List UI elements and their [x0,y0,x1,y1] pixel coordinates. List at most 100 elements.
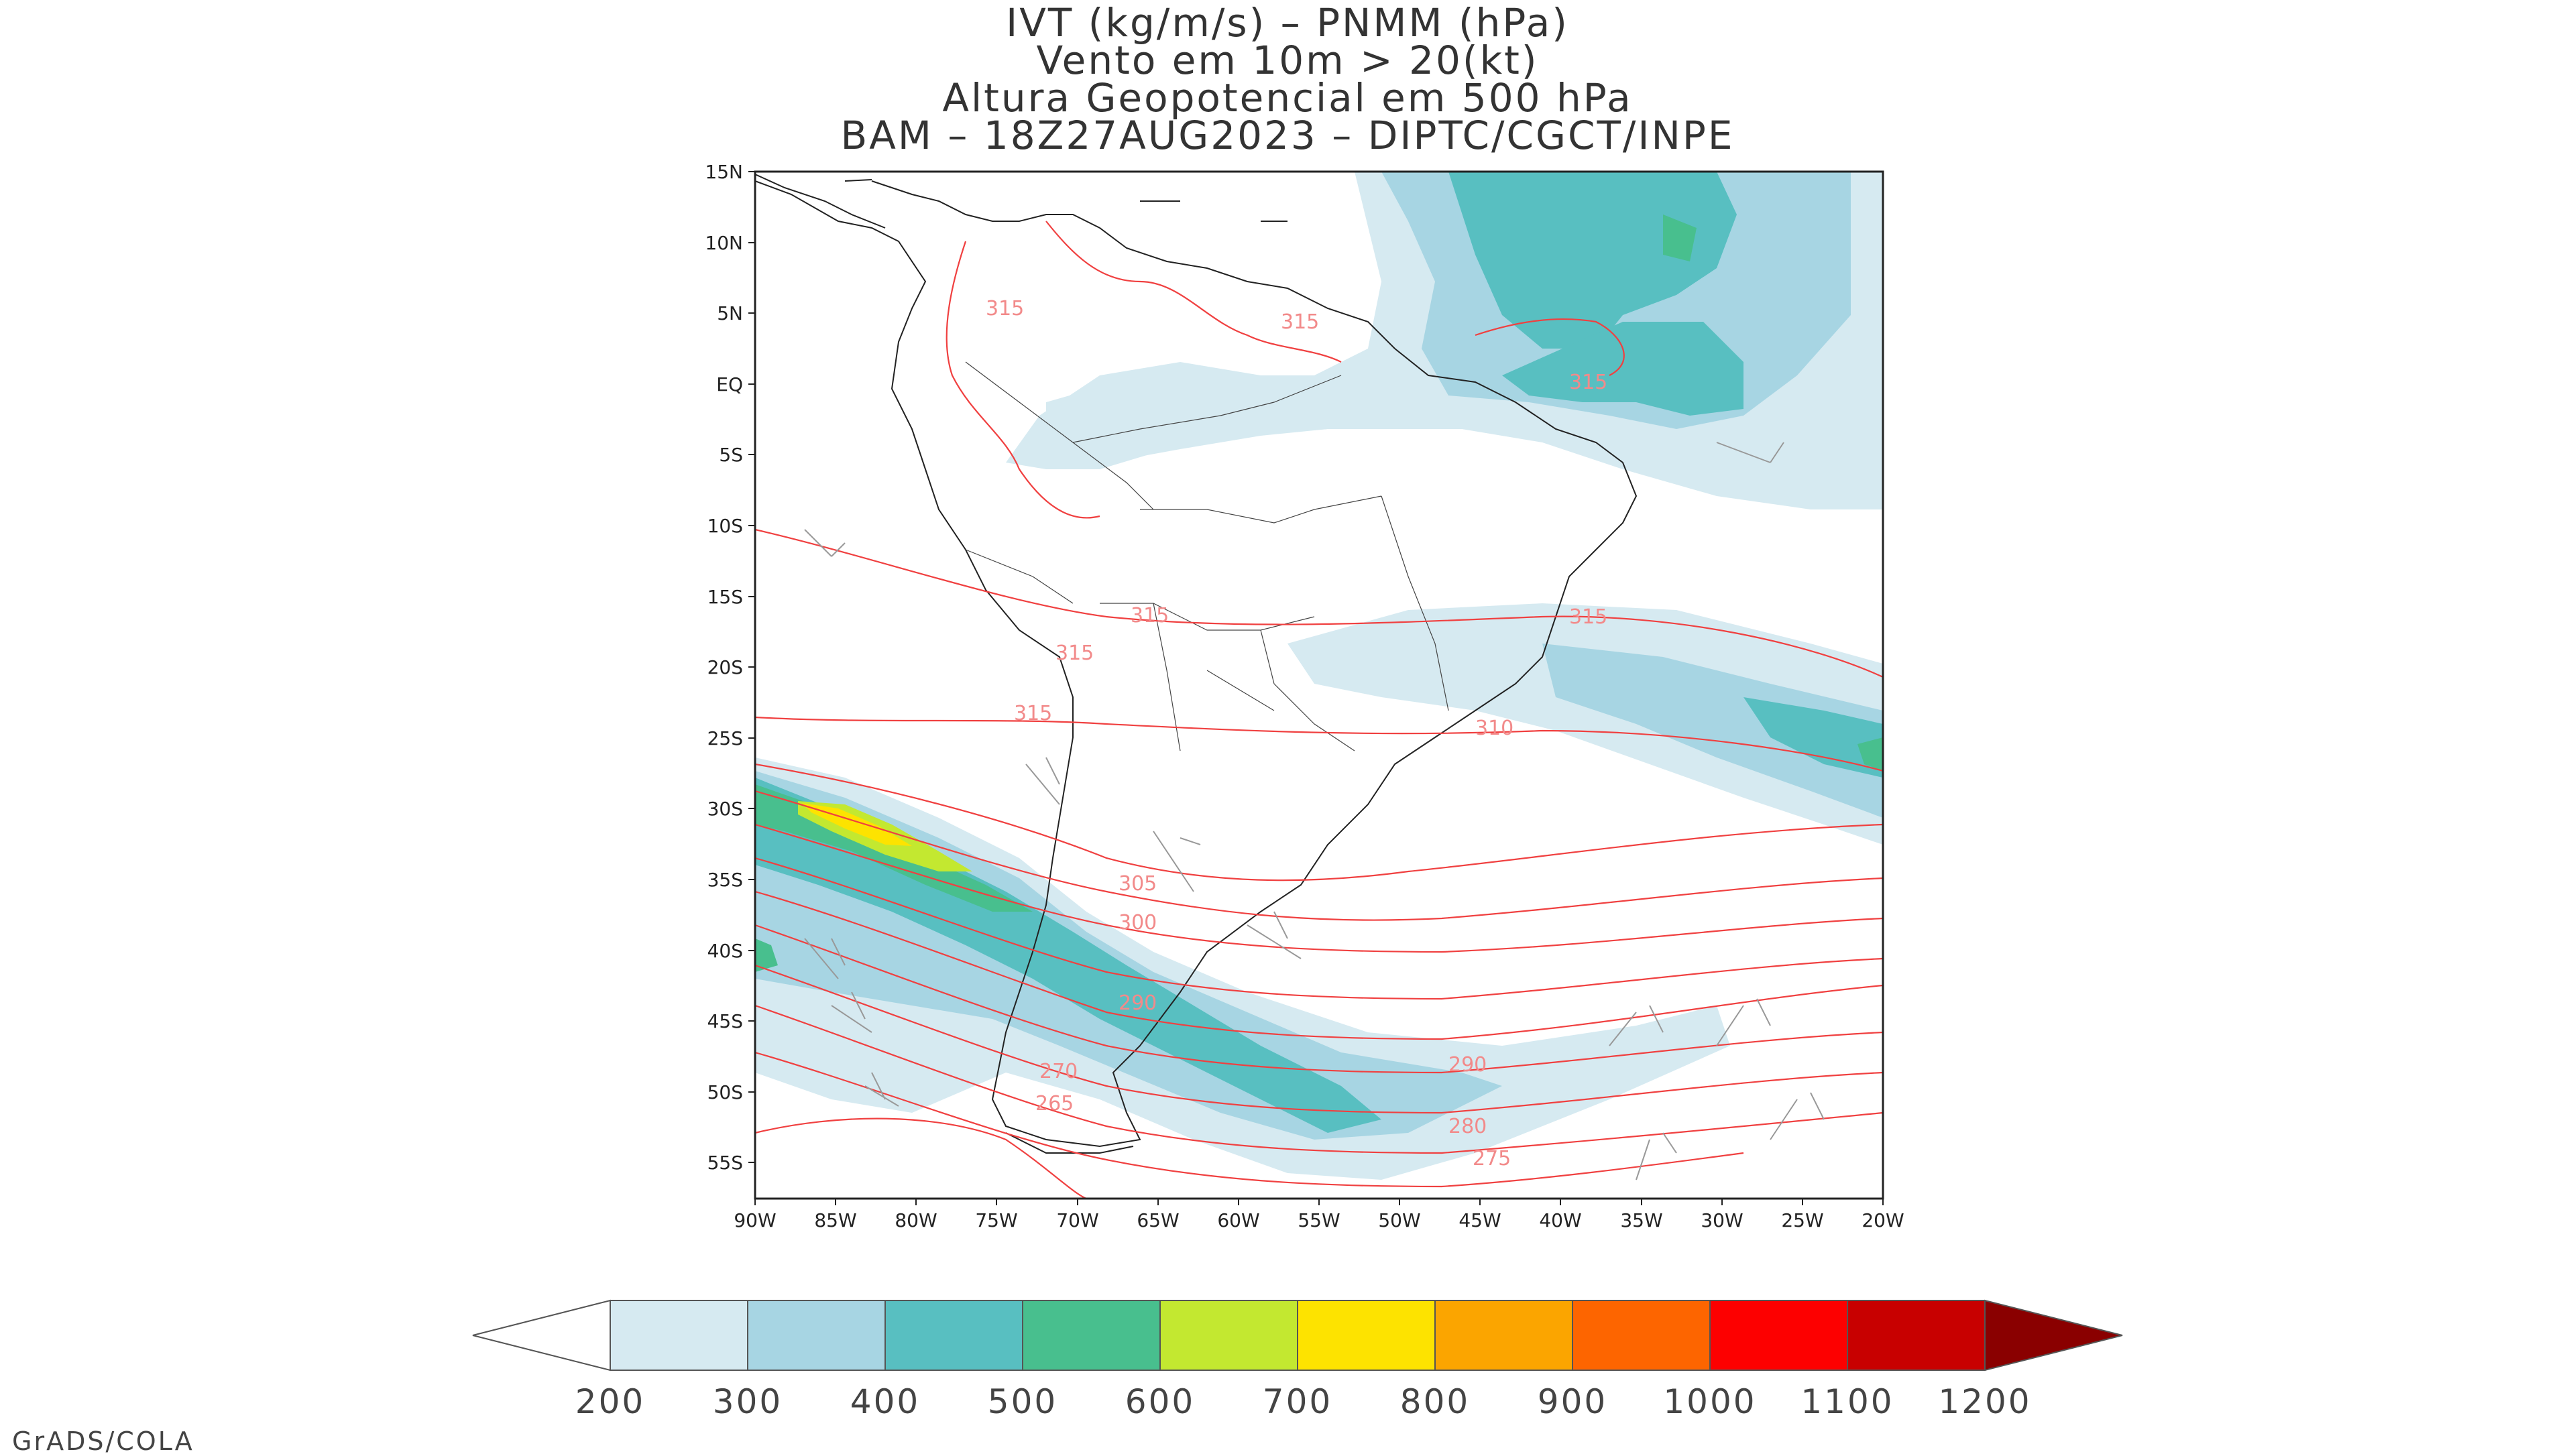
lat-label: 25S [707,727,743,749]
lon-label: 85W [814,1209,856,1231]
colorbar-label: 1200 [1938,1382,2031,1421]
contour-label: 315 [1131,604,1169,627]
wind-barb [1609,1005,1664,1046]
contour-label: 300 [1119,911,1157,934]
tierra-del-fuego [1005,1132,1134,1154]
contour-line [755,528,1883,678]
lat-labels: 15N 10N 5N EQ 5S 10S 15S 20S 25S 30S 35S… [705,161,743,1174]
contour-label: 315 [1014,702,1052,725]
ivt-region-atlantic-subtrop-green [1857,737,1883,771]
lat-label: 10S [707,515,743,537]
ivt-region-north-green [1663,215,1697,261]
lon-label: 40W [1539,1209,1581,1231]
contour-line [755,1051,1744,1188]
contour-label: 265 [1035,1092,1074,1115]
wind-barb [831,991,872,1033]
colorbar-label: 600 [1125,1382,1195,1421]
lon-label: 80W [895,1209,937,1231]
lon-label: 45W [1458,1209,1501,1231]
colorbar-swatch [1572,1300,1711,1371]
wind-barb [1770,1092,1825,1140]
contour-line [755,857,1883,1000]
colorbar-label: 900 [1538,1382,1607,1421]
colorbar-swatch [1709,1300,1848,1371]
coastlines [755,174,1638,1154]
ivt-shading [755,172,1883,1180]
colorbar-swatch [1434,1300,1573,1371]
colorbar-label: 700 [1263,1382,1332,1421]
colorbar-label: 300 [713,1382,783,1421]
lat-axis [748,171,755,1163]
lat-label: 5N [717,302,743,324]
wind-barb [864,1072,899,1107]
colorbar-label: 500 [988,1382,1057,1421]
central-america-outline [755,174,886,229]
ivt-region-atlantic-subtrop-light [1288,603,1883,845]
contour-label: 275 [1473,1147,1511,1170]
ivt-region-guiana-dark [1502,322,1743,416]
ivt-region-amazon [1046,375,1355,469]
lat-label: 15N [705,161,743,183]
contour-label: 315 [1055,642,1094,665]
contour-line [755,964,1883,1114]
lat-label: 15S [707,586,743,608]
lon-label: 65W [1137,1209,1179,1231]
ivt-region-west-green [755,938,778,972]
lat-label: 20S [707,656,743,678]
lat-label: 40S [707,940,743,962]
lon-axis [754,1199,1884,1205]
ivt-region-atlantic-subtrop-mid [1542,644,1883,818]
wind-barb [1716,998,1771,1046]
wind-barb [1153,831,1201,892]
caribbean-islands [844,179,1288,222]
contour-label: 290 [1119,991,1157,1015]
wind-barb [1247,911,1302,959]
lon-label: 60W [1217,1209,1259,1231]
colorbar: 200 300 400 500 600 700 800 900 1000 1100 1200 [472,1299,2123,1421]
wind-barb [804,938,846,979]
wind-barb [1716,442,1784,463]
contour-label: 270 [1039,1060,1078,1083]
ivt-region-ar-light [755,757,1730,1180]
colorbar-arrow-low [472,1299,611,1372]
ivt-region-atlantic-subtrop-dark [1743,697,1883,778]
title-block: IVT (kg/m/s) – PNMM (hPa) Vento em 10m >… [0,0,2575,158]
contour-line [755,763,1883,882]
wind-barbs [804,442,1825,1180]
title-line-4: BAM – 18Z27AUG2023 – DIPTC/CGCT/INPE [840,113,1735,158]
colorbar-arrow-high [1984,1299,2123,1372]
lat-label: EQ [716,373,743,396]
contour-label: 315 [1281,310,1319,334]
lon-label: 70W [1056,1209,1098,1231]
title-line-2: Vento em 10m > 20(kt) [1036,38,1539,83]
country-borders [965,361,1449,751]
colorbar-label: 200 [575,1382,645,1421]
lon-label: 90W [734,1209,776,1231]
title-line-1: IVT (kg/m/s) – PNMM (hPa) [1006,0,1569,46]
wind-barb [1025,757,1060,805]
title-line-3: Altura Geopotencial em 500 hPa [942,75,1633,121]
colorbar-swatch [1159,1300,1298,1371]
contour-line [755,823,1883,953]
lat-label: 10N [705,232,743,254]
contour-label: 280 [1448,1115,1487,1138]
lon-label: 50W [1378,1209,1420,1231]
colorbar-swatch [747,1300,886,1371]
lat-label: 55S [707,1152,743,1174]
contour-label: 310 [1475,717,1513,740]
contour-line [755,716,1883,772]
lat-label: 35S [707,869,743,891]
contour-line [755,924,1883,1074]
lon-labels: 90W 85W 80W 75W 70W 65W 60W 55W 50W 45W … [734,1209,1904,1231]
lat-label: 30S [707,798,743,820]
contour-line [755,1004,1883,1154]
colorbar-label: 1000 [1663,1382,1756,1421]
contour-line [755,890,1883,1040]
contour-label: 315 [986,297,1024,320]
lon-label: 30W [1701,1209,1743,1231]
lon-label: 55W [1298,1209,1340,1231]
colorbar-swatch [610,1300,748,1371]
lat-label: 5S [719,444,743,466]
lat-label: 50S [707,1081,743,1103]
